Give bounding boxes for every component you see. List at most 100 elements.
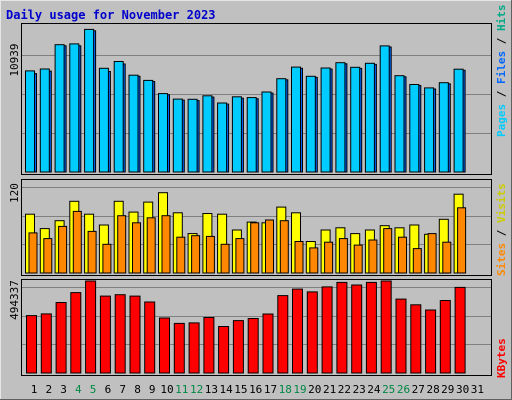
bottom-bar-kbytes-day-8 xyxy=(129,295,141,374)
top-bar-hits-day-21 xyxy=(320,67,331,173)
top-bar-hits-day-6 xyxy=(98,67,109,173)
bottom-bar-kbytes-day-22 xyxy=(336,281,348,374)
top-bar-hits-day-7 xyxy=(113,61,124,173)
legend-sep-1: / xyxy=(495,84,508,104)
top-bar-hits-day-3 xyxy=(54,44,65,173)
bottom-bar-kbytes-day-6 xyxy=(99,295,111,374)
middle-bar-sites-day-16 xyxy=(250,222,260,274)
bottom-legend: KBytes xyxy=(495,338,508,378)
middle-bar-sites-day-6 xyxy=(102,243,112,274)
bottom-bar-kbytes-day-2 xyxy=(40,313,52,374)
top-bar-hits-day-15 xyxy=(231,96,242,173)
top-bar-hits-day-25 xyxy=(379,45,390,173)
top-bar-hits-day-12 xyxy=(187,98,198,173)
middle-legend: Sites / Visits xyxy=(495,183,508,276)
middle-bar-sites-day-22 xyxy=(338,238,348,274)
top-scale-label: 10939 xyxy=(8,43,21,76)
day-label-30: 30 xyxy=(456,383,469,396)
middle-bar-sites-day-7 xyxy=(117,215,127,274)
middle-bar-sites-day-23 xyxy=(353,244,363,274)
top-bar-hits-day-28 xyxy=(424,87,435,173)
bottom-bar-kbytes-day-9 xyxy=(144,301,156,374)
middle-bar-sites-day-12 xyxy=(191,235,201,274)
top-bar-hits-day-19 xyxy=(291,66,301,173)
middle-bar-sites-day-27 xyxy=(412,248,422,274)
bottom-bar-kbytes-day-1 xyxy=(26,315,37,374)
day-label-16: 16 xyxy=(249,383,262,396)
top-bar-hits-day-16 xyxy=(246,97,257,173)
day-label-24: 24 xyxy=(367,383,381,396)
day-label-29: 29 xyxy=(441,383,454,396)
bottom-bar-kbytes-day-4 xyxy=(70,292,82,374)
day-label-18: 18 xyxy=(279,383,292,396)
day-label-15: 15 xyxy=(234,383,247,396)
chart-title: Daily usage for November 2023 xyxy=(6,8,216,22)
middle-bar-sites-day-24 xyxy=(368,239,378,274)
middle-bar-sites-day-10 xyxy=(161,215,171,274)
top-bar-hits-day-20 xyxy=(305,75,316,173)
top-bar-hits-day-22 xyxy=(335,62,346,173)
day-label-1: 1 xyxy=(31,383,38,396)
top-bar-hits-day-4 xyxy=(69,43,80,173)
day-label-21: 21 xyxy=(323,383,336,396)
bottom-bar-kbytes-day-10 xyxy=(159,317,170,374)
middle-bar-sites-day-29 xyxy=(442,241,452,274)
middle-bar-sites-day-8 xyxy=(132,222,141,274)
day-label-7: 7 xyxy=(119,383,126,396)
bottom-bar-kbytes-day-27 xyxy=(410,304,422,374)
legend-sites: Sites xyxy=(495,243,508,276)
top-bar-hits-day-29 xyxy=(438,82,449,173)
middle-bar-sites-day-28 xyxy=(427,233,437,274)
bottom-scale-label: 494337 xyxy=(8,280,21,320)
middle-bar-sites-day-4 xyxy=(72,210,82,274)
day-label-20: 20 xyxy=(308,383,321,396)
top-bar-hits-day-13 xyxy=(202,95,213,173)
middle-bar-sites-day-3 xyxy=(58,225,68,274)
middle-bar-sites-day-26 xyxy=(398,236,407,274)
top-bar-hits-day-8 xyxy=(128,74,139,173)
svg-text:Pages / Files / Hits: Pages / Files / Hits xyxy=(495,5,508,138)
day-label-28: 28 xyxy=(426,383,439,396)
middle-bar-sites-day-21 xyxy=(324,241,334,274)
day-label-3: 3 xyxy=(60,383,67,396)
middle-bar-sites-day-2 xyxy=(43,238,53,274)
middle-bar-sites-day-20 xyxy=(309,247,319,274)
svg-text:Sites / Visits: Sites / Visits xyxy=(495,183,508,276)
legend-kbytes: KBytes xyxy=(495,338,508,378)
middle-scale-label: 120 xyxy=(8,183,21,203)
day-label-5: 5 xyxy=(90,383,97,396)
day-label-26: 26 xyxy=(397,383,410,396)
day-label-11: 11 xyxy=(175,383,188,396)
day-label-22: 22 xyxy=(338,383,351,396)
day-label-8: 8 xyxy=(134,383,141,396)
top-bar-hits-day-26 xyxy=(394,75,405,173)
legend-hits: Hits xyxy=(495,5,508,32)
top-bar-hits-day-5 xyxy=(84,28,95,173)
middle-bar-sites-day-14 xyxy=(220,243,230,274)
day-label-25: 25 xyxy=(382,383,395,396)
bottom-bar-kbytes-day-30 xyxy=(454,286,466,374)
bottom-bar-kbytes-day-19 xyxy=(292,288,303,374)
middle-bar-sites-day-30 xyxy=(457,207,467,274)
top-bar-hits-day-11 xyxy=(172,98,183,173)
middle-bar-sites-day-1 xyxy=(28,232,38,274)
day-label-27: 27 xyxy=(412,383,425,396)
top-bar-hits-day-9 xyxy=(143,79,154,173)
bottom-bar-kbytes-day-18 xyxy=(277,295,289,374)
bottom-bar-kbytes-day-7 xyxy=(114,294,126,374)
bottom-bar-kbytes-day-15 xyxy=(232,320,244,374)
top-bar-hits-day-30 xyxy=(453,68,464,173)
top-bar-hits-day-1 xyxy=(25,70,35,173)
top-bar-hits-day-18 xyxy=(276,78,287,173)
middle-bar-sites-day-15 xyxy=(235,238,245,274)
bottom-bar-kbytes-day-3 xyxy=(55,302,67,374)
middle-bar-sites-day-19 xyxy=(294,241,304,274)
day-labels: 1 2 3 4 5 6 7 8 9 10 11 12 13 14 15 16 17 18 19 20 21 22 23 24 2… xyxy=(31,383,484,396)
top-bar-hits-day-14 xyxy=(217,102,228,173)
bottom-bar-kbytes-day-12 xyxy=(188,322,200,374)
legend-sep-2: / xyxy=(495,31,508,51)
top-bar-hits-day-24 xyxy=(364,62,375,173)
top-bar-hits-day-23 xyxy=(350,66,361,173)
day-label-4: 4 xyxy=(75,383,82,396)
bottom-bar-kbytes-day-5 xyxy=(85,280,97,374)
